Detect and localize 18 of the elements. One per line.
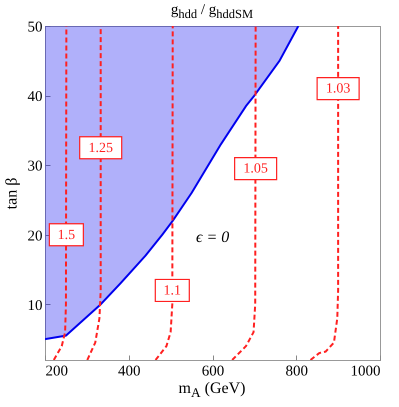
x-tick-label: 200 (46, 364, 68, 380)
x-axis-title: m$_{A}$ (GeV) (178, 380, 246, 402)
x-tick-label: 800 (286, 364, 308, 380)
x-tick-label: 400 (118, 364, 140, 380)
annotation: 1.03 (326, 82, 350, 97)
y-tick-label: 30 (28, 158, 42, 175)
annotation: 1.1 (164, 283, 182, 298)
y-tick-label: 20 (28, 228, 42, 244)
annotation: ϵ = 0 (196, 229, 230, 247)
annotation: 1.25 (88, 140, 113, 156)
y-tick-label: 10 (28, 298, 42, 314)
x-tick-label: 600 (202, 364, 224, 380)
y-axis-title: tan β (4, 178, 20, 210)
annotation: 1.05 (243, 162, 268, 177)
y-tick-label: 40 (28, 89, 42, 106)
annotation: 1.5 (58, 228, 76, 243)
y-tick-label: 50 (28, 20, 42, 36)
x-tick-label: 1000 (350, 364, 380, 380)
